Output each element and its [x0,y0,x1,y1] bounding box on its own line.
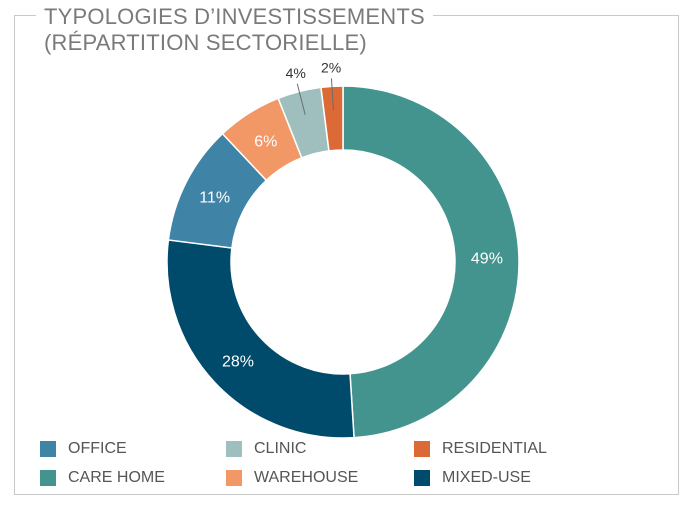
legend-item-office: OFFICE [40,440,127,458]
leader-line-residential [330,78,334,111]
legend-label-mixed-use: MIXED-USE [442,469,531,486]
slice-mixed-use [166,239,355,439]
slice-residential [320,85,344,152]
slice-label-office: 11% [199,190,230,207]
legend-swatch-clinic [226,441,242,457]
legend-label-residential: RESIDENTIAL [442,440,547,457]
legend-label-care-home: CARE HOME [68,469,165,486]
chart-title-line-2: (RÉPARTITION SECTORIELLE) [44,30,367,55]
slice-label-clinic: 4% [286,65,306,81]
legend-swatch-office [40,441,56,457]
leader-line-clinic [296,83,306,115]
slice-label-residential: 2% [321,59,341,75]
slice-care-home [342,85,520,439]
legend-swatch-residential [414,441,430,457]
chart-title-line-1: TYPOLOGIES D’INVESTISSEMENTS [44,4,425,29]
legend-swatch-care-home [40,470,56,486]
slice-label-warehouse: 6% [254,133,277,150]
legend-item-mixed-use: MIXED-USE [414,469,531,487]
legend-swatch-warehouse [226,470,242,486]
donut-labels: 49% 28% 11% 6% 4% 2% [199,59,503,370]
legend-label-clinic: CLINIC [254,440,307,457]
legend-item-clinic: CLINIC [226,440,306,458]
legend-swatch-mixed-use [414,470,430,486]
slice-label-mixed-use: 28% [222,354,254,371]
legend-item-care-home: CARE HOME [40,469,165,487]
legend-item-residential: RESIDENTIAL [414,440,547,458]
donut-slices [166,85,520,439]
legend-label-warehouse: WAREHOUSE [254,469,359,486]
slice-label-care-home: 49% [471,250,503,267]
legend-item-warehouse: WAREHOUSE [226,469,358,487]
chart-title: TYPOLOGIES D’INVESTISSEMENTS (RÉPARTITIO… [36,4,433,56]
legend-label-office: OFFICE [68,440,127,457]
